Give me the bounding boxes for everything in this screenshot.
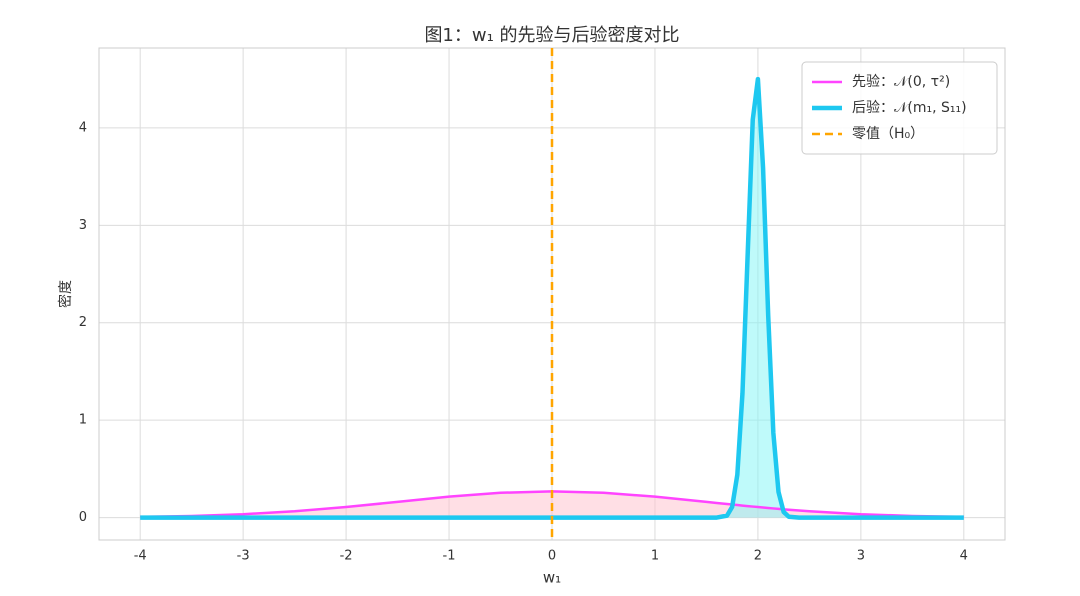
x-tick-label: -3 bbox=[237, 549, 250, 564]
y-tick-label: 4 bbox=[79, 120, 87, 135]
y-tick-label: 2 bbox=[79, 315, 87, 330]
legend-label: 零值（H₀） bbox=[852, 126, 924, 142]
chart-title: 图1：w₁ 的先验与后验密度对比 bbox=[424, 25, 679, 46]
y-tick-label: 1 bbox=[79, 413, 87, 428]
y-axis-label: 密度 bbox=[57, 280, 74, 308]
x-tick-label: 0 bbox=[548, 549, 556, 564]
legend-label: 先验：𝒩(0, τ²) bbox=[852, 74, 950, 90]
line bbox=[140, 490, 964, 519]
x-tick-label: 1 bbox=[651, 549, 659, 564]
legend-box bbox=[801, 61, 998, 155]
x-tick-label: -2 bbox=[340, 549, 353, 564]
line bbox=[140, 76, 964, 520]
y-tick-label: 0 bbox=[79, 510, 87, 525]
x-tick-label: 3 bbox=[857, 549, 865, 564]
x-tick-label: 4 bbox=[960, 549, 968, 564]
x-tick-label: -1 bbox=[443, 549, 456, 564]
legend-label: 后验：𝒩(m₁, S₁₁) bbox=[852, 100, 967, 116]
x-tick-label: -4 bbox=[134, 549, 147, 564]
y-tick-label: 3 bbox=[79, 218, 87, 233]
x-axis-label: w₁ bbox=[543, 569, 561, 587]
area-fill bbox=[140, 79, 964, 518]
x-tick-label: 2 bbox=[754, 549, 762, 564]
